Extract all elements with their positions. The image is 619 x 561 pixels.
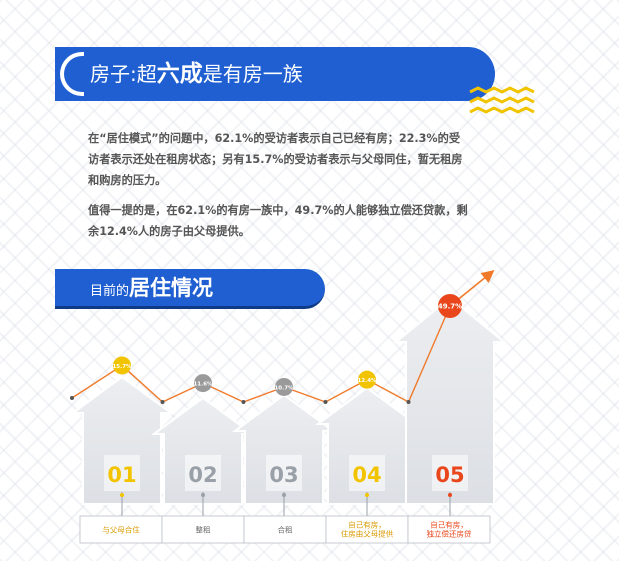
connector-dot-1 <box>120 493 124 497</box>
valley-dot <box>160 400 165 404</box>
label-cell-4 <box>325 515 409 544</box>
title-strong: 六成 <box>156 61 203 87</box>
page-title: 房子:超六成是有房一族 <box>90 58 303 90</box>
bracket-icon <box>60 52 84 96</box>
value-marker-3 <box>275 377 293 396</box>
value-marker-2 <box>194 374 212 393</box>
value-label-2: 11.6% <box>193 382 213 388</box>
valley-dot <box>241 400 246 404</box>
number-plaque-4 <box>349 455 385 491</box>
section-title: 目前的居住情况 <box>90 272 213 304</box>
category-label-5: 独立偿还房贷 <box>427 529 472 539</box>
detail-paragraph: 值得一提的是，在62.1%的有房一族中，49.7%的人能够独立偿还贷款，剩余12… <box>88 204 468 238</box>
value-label-5: 49.7% <box>438 303 462 311</box>
category-label-2: 整租 <box>196 525 211 535</box>
number-plaque-1 <box>104 455 140 491</box>
category-label-1: 与父母合住 <box>102 525 140 535</box>
zigzag-decoration-icon <box>469 86 535 114</box>
category-number-5: 05 <box>435 463 464 487</box>
valley-dot <box>70 396 74 400</box>
value-marker-4 <box>358 370 376 389</box>
number-plaque-5 <box>432 455 468 491</box>
intro-paragraph: 在“居住模式”的问题中，62.1%的受访者表示自己已经有房；22.3%的受访者表… <box>88 132 463 187</box>
category-label-4: 住房由父母提供 <box>341 529 394 539</box>
title-prefix: 房子:超 <box>90 62 157 86</box>
connector-dot-5 <box>448 493 452 497</box>
category-label-4: 自己有房， <box>348 520 386 530</box>
category-number-4: 04 <box>352 463 381 487</box>
number-plaque-3 <box>266 455 302 491</box>
connector-dot-2 <box>201 493 205 497</box>
category-label-3: 合租 <box>278 525 293 535</box>
title-suffix: 是有房一族 <box>202 62 303 86</box>
category-number-2: 02 <box>188 463 217 487</box>
header-banner <box>55 47 495 101</box>
label-cell-1 <box>79 515 163 544</box>
value-marker-1 <box>113 356 131 375</box>
valley-dot <box>323 400 328 404</box>
trend-line <box>71 305 451 403</box>
value-label-1: 15.7% <box>112 364 132 370</box>
number-plaque-2 <box>185 455 221 491</box>
section-banner <box>55 269 325 309</box>
connector-dot-3 <box>282 493 286 497</box>
label-cell-3 <box>243 515 327 544</box>
connector-dot-4 <box>365 493 369 497</box>
category-number-1: 01 <box>107 463 136 487</box>
category-label-5: 自己有房， <box>430 520 468 530</box>
category-number-3: 03 <box>269 463 298 487</box>
label-cell-2 <box>161 515 245 544</box>
value-label-3: 10.7% <box>274 385 294 391</box>
section-title-big: 居住情况 <box>129 276 214 300</box>
value-label-4: 12.4% <box>357 378 377 384</box>
value-marker-5 <box>438 294 462 318</box>
section-title-small: 目前的 <box>90 284 130 299</box>
valley-dot <box>406 400 411 404</box>
label-cell-5 <box>407 515 491 544</box>
